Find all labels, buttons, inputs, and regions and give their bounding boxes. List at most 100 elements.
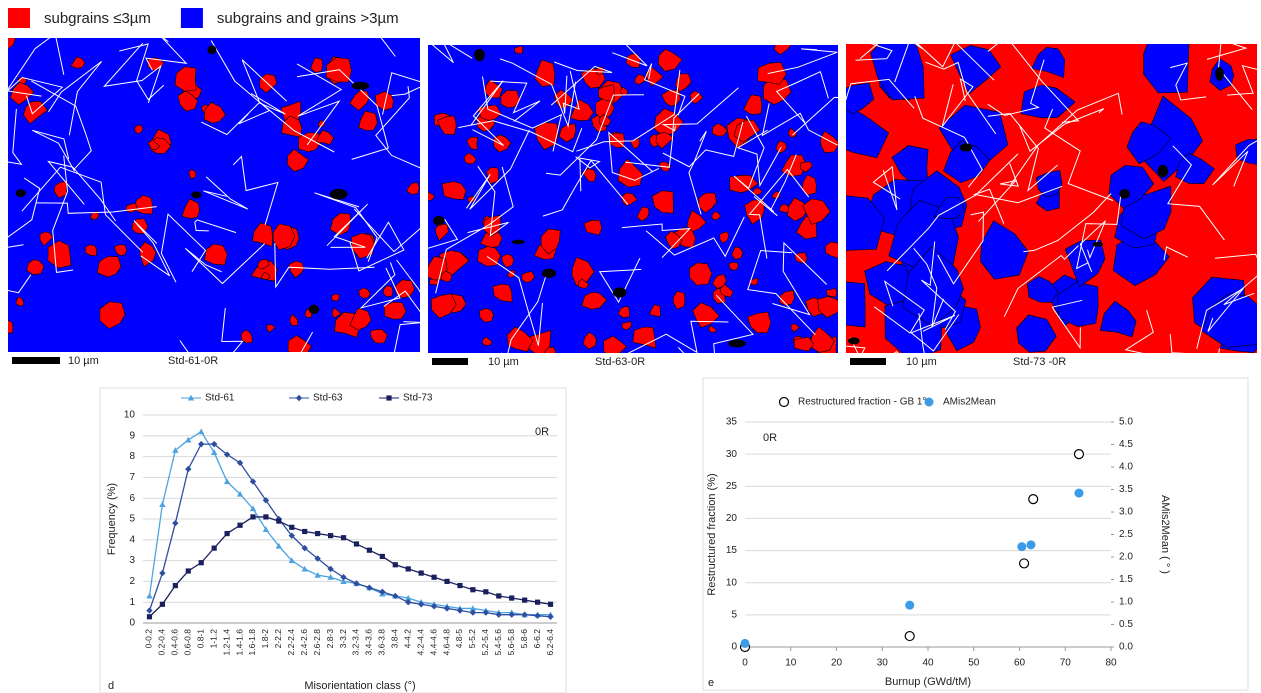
grain-boundary (1124, 309, 1154, 353)
grain (719, 284, 734, 298)
grain (272, 223, 296, 251)
y2-tick-label: 5.0 (1119, 417, 1133, 428)
grain (252, 222, 273, 247)
marker (443, 605, 451, 612)
grain-boundary (36, 202, 157, 214)
grain-boundary (1018, 108, 1105, 153)
grain (558, 123, 576, 143)
x-tick-label: 2.6-2.8 (312, 629, 322, 656)
grain (47, 240, 72, 269)
marker (250, 514, 256, 520)
grain (582, 331, 597, 350)
marker (288, 532, 295, 539)
grain (15, 296, 24, 307)
grain-boundary (1051, 299, 1083, 350)
pore (15, 189, 26, 198)
grain-boundary (8, 274, 32, 294)
marker (198, 560, 204, 566)
marker (904, 630, 915, 642)
grain (441, 181, 467, 200)
grain-boundary (31, 80, 92, 171)
grain-boundary (296, 63, 343, 146)
grain-boundary (296, 69, 389, 160)
grain-boundary (917, 44, 995, 81)
x-tick-label: 70 (1060, 658, 1072, 669)
legend-label: subgrains and grains >3µm (217, 10, 399, 27)
grain (569, 99, 594, 122)
legend-label: Std-73 (403, 393, 433, 404)
grain (980, 220, 1029, 280)
x-axis-label: Burnup (GWd/tM) (885, 676, 971, 688)
marker (172, 519, 179, 527)
marker (314, 571, 321, 578)
grain-boundary (274, 243, 375, 289)
pore (351, 81, 370, 90)
marker (327, 565, 334, 573)
grain (383, 285, 394, 298)
marker (210, 440, 218, 448)
marker (223, 478, 231, 485)
grain (794, 252, 808, 264)
grain (188, 169, 197, 179)
grain (801, 174, 817, 196)
grain (617, 306, 630, 319)
scale-bar (432, 358, 468, 365)
grain-boundary (382, 72, 420, 115)
marker (1018, 558, 1030, 569)
grain (578, 278, 590, 289)
grain (84, 244, 98, 257)
y2-tick-label: 0.0 (1119, 642, 1133, 653)
annotation: 0R (763, 432, 777, 444)
marker (483, 589, 489, 595)
grain-boundary (937, 211, 984, 285)
marker (263, 514, 269, 520)
y2-tick-label: 4.5 (1119, 439, 1133, 450)
grain (466, 136, 479, 150)
marker (405, 566, 411, 572)
y2-tick-label: 2.5 (1119, 529, 1133, 540)
grain (482, 336, 493, 346)
marker (315, 530, 321, 537)
grain (773, 45, 791, 55)
grain (846, 195, 885, 251)
grain (479, 308, 494, 323)
grain-boundary (925, 61, 997, 135)
grain (950, 45, 1002, 95)
marker (340, 574, 347, 581)
x-tick-label: 2.8-3 (325, 629, 335, 649)
y2-tick-label: 3.5 (1119, 484, 1133, 495)
grain-boundary (855, 44, 893, 61)
grain-boundary (1206, 44, 1253, 111)
grain (711, 211, 722, 221)
grain (757, 61, 787, 85)
scale-bar-label: 10 µm (488, 356, 519, 368)
grain-boundary (1170, 62, 1207, 101)
x-tick-label: 0-0.2 (144, 629, 154, 649)
y-tick-label: 20 (726, 513, 738, 524)
grain-boundary (608, 131, 660, 181)
panel-label: e (708, 677, 714, 689)
grain (943, 140, 991, 184)
grain (636, 206, 650, 222)
grain-boundary (393, 259, 420, 352)
grain (349, 307, 372, 331)
grain (1126, 121, 1172, 165)
marker (224, 530, 230, 537)
grain-boundary (545, 94, 644, 176)
marker (379, 553, 385, 560)
marker (301, 544, 308, 552)
grain-boundary (490, 80, 541, 122)
x-tick-label: 4.8-5 (454, 629, 464, 649)
marker (249, 505, 257, 512)
grain-boundary (32, 129, 76, 172)
pore (541, 268, 556, 278)
grain-boundary (8, 76, 64, 115)
y-tick-label: 9 (129, 430, 135, 441)
grain-boundary (662, 121, 744, 168)
y-tick-label: 5 (731, 609, 737, 620)
grain-boundary (598, 257, 642, 304)
marker (185, 465, 192, 473)
grain-boundary (621, 223, 691, 258)
grain (712, 274, 727, 289)
grain (383, 301, 407, 320)
